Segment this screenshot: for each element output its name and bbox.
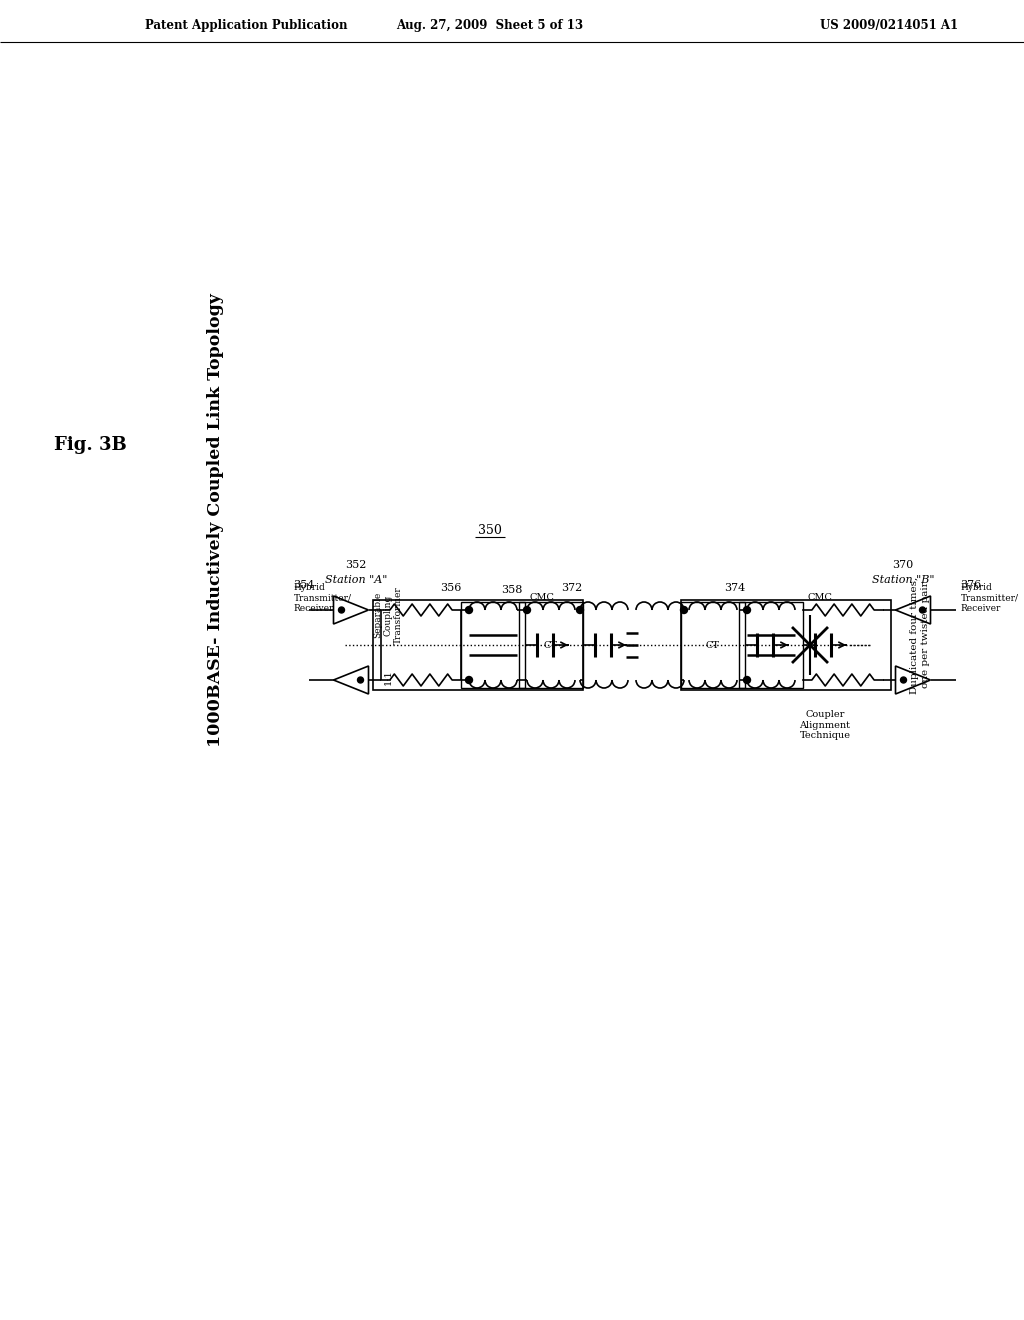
Text: 356: 356 (440, 583, 462, 593)
Text: Hybrid
Transmitter/
Receiver: Hybrid Transmitter/ Receiver (294, 583, 351, 612)
Bar (373, 601, 583, 690)
Text: Patent Application Publication: Patent Application Publication (145, 20, 347, 33)
Text: 1000BASE- Inductively Coupled Link Topology: 1000BASE- Inductively Coupled Link Topol… (207, 293, 223, 747)
Text: 352: 352 (345, 560, 367, 570)
Text: US 2009/0214051 A1: US 2009/0214051 A1 (820, 20, 958, 33)
Text: Station "B": Station "B" (871, 576, 934, 585)
Text: Fig. 3B: Fig. 3B (53, 436, 126, 454)
Text: 376: 376 (961, 579, 982, 590)
Text: Hybrid
Transmitter/
Receiver: Hybrid Transmitter/ Receiver (961, 583, 1019, 612)
Circle shape (523, 606, 530, 614)
Text: 374: 374 (724, 583, 745, 593)
Text: 354: 354 (294, 579, 314, 590)
Circle shape (743, 606, 751, 614)
Bar (739, 602, 803, 688)
Circle shape (577, 606, 584, 614)
Bar (519, 602, 583, 688)
Circle shape (357, 677, 364, 682)
Circle shape (466, 606, 472, 614)
Text: 372: 372 (561, 583, 583, 593)
Circle shape (900, 677, 906, 682)
Bar (681, 601, 891, 690)
Text: CT: CT (706, 640, 720, 649)
Text: 350: 350 (478, 524, 502, 536)
Circle shape (466, 676, 472, 684)
Bar (681, 602, 745, 688)
Text: Aug. 27, 2009  Sheet 5 of 13: Aug. 27, 2009 Sheet 5 of 13 (396, 20, 584, 33)
Text: CT: CT (544, 640, 558, 649)
Text: CMC: CMC (530, 594, 555, 602)
Circle shape (920, 607, 926, 612)
Bar (461, 602, 525, 688)
Text: Duplicated four times,
one per twisted pair: Duplicated four times, one per twisted p… (910, 577, 930, 693)
Circle shape (743, 676, 751, 684)
Text: Coupler
Alignment
Technique: Coupler Alignment Technique (800, 710, 851, 741)
Text: 370: 370 (892, 560, 913, 570)
Text: CMC: CMC (808, 594, 833, 602)
Circle shape (339, 607, 344, 612)
Circle shape (681, 606, 687, 614)
Text: Separable
Coupling
Transformer: Separable Coupling Transformer (373, 586, 402, 644)
Text: 358: 358 (502, 585, 522, 595)
Text: Station "A": Station "A" (325, 576, 387, 585)
Text: 1:1: 1:1 (384, 669, 392, 685)
